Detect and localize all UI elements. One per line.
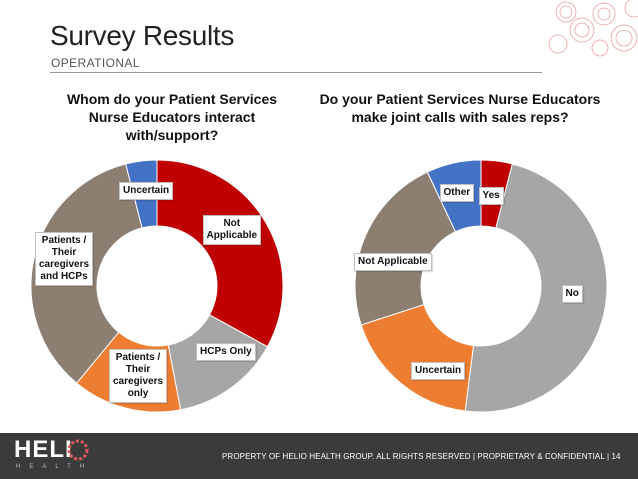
chart-1-title: Whom do your Patient Services Nurse Educ…: [66, 91, 278, 143]
chart-2-label-other: Other: [439, 184, 475, 202]
logo-o-icon: [67, 439, 89, 461]
chart-1-label-hcps-only: HCPs Only: [196, 343, 256, 361]
chart-2-slice-not-applicable: [354, 171, 457, 326]
footer-notice: PROPERTY OF HELIO HEALTH GROUP. ALL RIGH…: [222, 452, 621, 461]
chart-2-label-uncertain: Uncertain: [411, 362, 466, 380]
chart-2-title: Do your Patient Services Nurse Educators…: [319, 91, 601, 125]
chart-1-label-not-applicable: Not Applicable: [202, 215, 262, 245]
chart-1-label-uncertain: Uncertain: [119, 182, 174, 200]
chart-1-label-patients-their-caregivers-and-hcps: Patients / Their caregivers and HCPs: [35, 232, 94, 286]
chart-2-slice-no: [464, 163, 608, 413]
logo-subtext: HEALTH: [16, 464, 94, 470]
chart-1-label-patients-their-caregivers-only: Patients / Their caregivers only: [109, 349, 168, 403]
chart-2-label-yes: Yes: [478, 187, 504, 205]
corner-decoration: [548, 0, 638, 57]
chart-2-label-not-applicable: Not Applicable: [354, 253, 432, 271]
chart-1-slice-not-applicable: [156, 159, 284, 348]
footer-bar: [0, 433, 638, 479]
chart-2-slice-uncertain: [360, 303, 475, 412]
title-divider: [50, 72, 542, 73]
page-title: Survey Results: [50, 20, 235, 51]
page-subtitle: OPERATIONAL: [51, 56, 140, 70]
chart-2-label-no: No: [561, 285, 583, 303]
donut-charts: [30, 159, 608, 413]
helio-logo: HELI: [14, 436, 73, 463]
